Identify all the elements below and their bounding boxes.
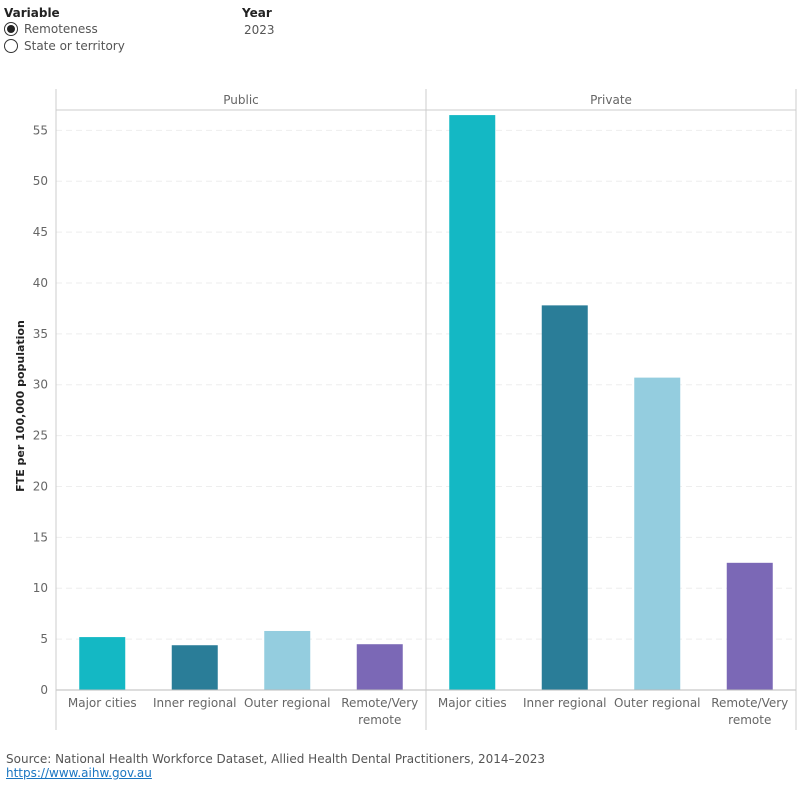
radio-option-state[interactable]: State or territory [4,37,125,54]
bar-private-1 [541,305,588,690]
radio-unselected-icon[interactable] [4,38,18,53]
x-tick-label: Remote/Very [341,696,418,710]
radio-selected-icon[interactable] [4,21,18,36]
year-title: Year [242,6,272,20]
y-tick-label: 5 [40,632,48,646]
variable-title: Variable [4,6,60,20]
source-link[interactable]: https://www.aihw.gov.au [6,766,152,780]
radio-label-state: State or territory [24,38,125,53]
x-tick-label: Major cities [438,696,507,710]
x-tick-label: Outer regional [244,696,331,710]
y-tick-label: 30 [33,378,48,392]
y-tick-label: 20 [33,479,48,493]
y-tick-label: 50 [33,174,48,188]
bar-public-1 [171,645,218,690]
y-tick-label: 10 [33,581,48,595]
panel-header-private: Private [590,93,632,107]
bar-private-0 [449,115,496,691]
x-tick-label: remote [728,713,771,727]
y-tick-label: 15 [33,530,48,544]
source-text: Source: National Health Workforce Datase… [6,752,546,766]
y-tick-label: 35 [33,327,48,341]
y-tick-label: 0 [40,683,48,697]
x-tick-label: Inner regional [523,696,607,710]
x-tick-label: Outer regional [614,696,701,710]
y-tick-label: 40 [33,276,48,290]
year-filter: Year 2023 [242,6,275,37]
variable-filter: Variable Remoteness State or territory [4,6,125,54]
x-tick-label: Inner regional [153,696,237,710]
bar-public-2 [264,630,311,690]
bar-chart: 0 5 10 15 20 25 30 35 40 45 50 55 FTE per 100,000 po… [14,89,797,730]
panel-header-public: Public [223,93,259,107]
radio-label-remoteness: Remoteness [24,21,98,36]
y-tick-label: 45 [33,225,48,239]
footer: Source: National Health Workforce Datase… [6,752,545,780]
y-axis-label: FTE per 100,000 population [14,320,27,492]
bar-public-3 [356,644,403,690]
year-value[interactable]: 2023 [244,23,275,37]
y-tick-label: 55 [33,123,48,137]
x-tick-label: Major cities [68,696,137,710]
y-tick-label: 25 [33,429,48,443]
bar-private-3 [726,562,773,690]
x-tick-label: Remote/Very [711,696,788,710]
radio-option-remoteness[interactable]: Remoteness [4,20,125,37]
bar-public-0 [79,637,126,690]
bar-private-2 [634,377,681,690]
x-tick-label: remote [358,713,401,727]
